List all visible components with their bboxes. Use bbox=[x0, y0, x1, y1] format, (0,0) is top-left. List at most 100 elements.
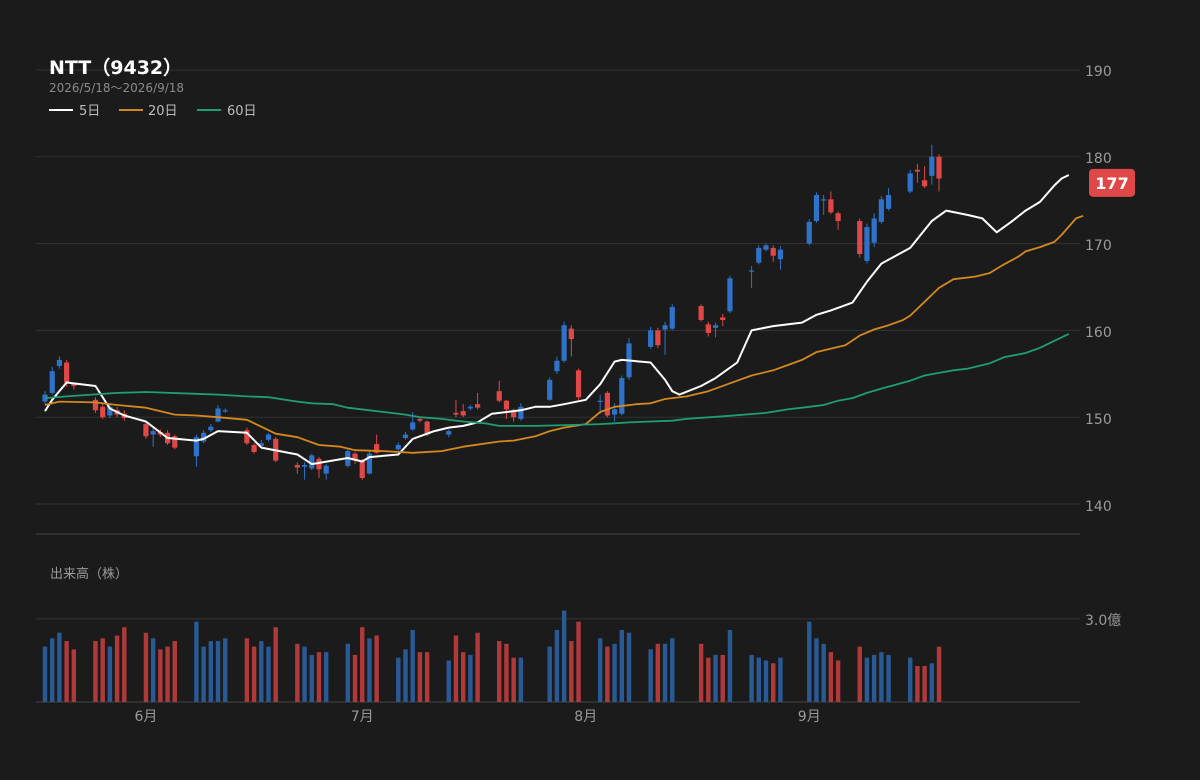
volume-bar bbox=[807, 621, 812, 702]
price-tick-150: 150 bbox=[1085, 412, 1112, 428]
volume-bar bbox=[648, 649, 653, 702]
volume-bar bbox=[569, 641, 574, 702]
volume-bar bbox=[208, 641, 214, 702]
volume-bar bbox=[266, 646, 271, 702]
candle-body bbox=[316, 458, 322, 470]
candle-body bbox=[172, 436, 178, 448]
volume-bar bbox=[727, 629, 733, 702]
volume-bar bbox=[42, 646, 48, 702]
candle-body bbox=[554, 360, 560, 372]
volume-bar bbox=[605, 646, 610, 702]
candle-body bbox=[813, 194, 820, 222]
month-tick-jun: 6月 bbox=[134, 709, 157, 725]
volume-bar bbox=[71, 649, 77, 702]
candle-body bbox=[294, 464, 300, 468]
ma-line-20d bbox=[44, 214, 1084, 454]
candle-body bbox=[424, 421, 430, 435]
candle-body bbox=[712, 325, 719, 328]
candle-body bbox=[575, 370, 582, 398]
volume-bar bbox=[475, 632, 480, 702]
candlesticks bbox=[42, 144, 942, 480]
last-price-badge[interactable]: 177 bbox=[1089, 168, 1135, 197]
candle-body bbox=[857, 221, 863, 255]
candle-body bbox=[402, 434, 409, 439]
volume-bar bbox=[165, 646, 170, 702]
volume-bar bbox=[871, 654, 877, 702]
candle-body bbox=[511, 411, 517, 418]
volume-bar bbox=[201, 646, 206, 702]
chart-title: NTT（9432） bbox=[49, 56, 182, 79]
candle-body bbox=[518, 406, 524, 419]
candle-body bbox=[885, 194, 892, 209]
volume-bar bbox=[554, 629, 560, 702]
candle-body bbox=[547, 379, 553, 400]
volume-bar bbox=[323, 652, 329, 702]
candle-body bbox=[619, 378, 625, 414]
volume-bar bbox=[107, 646, 113, 702]
volume-bar bbox=[922, 665, 927, 702]
candle-body bbox=[828, 199, 834, 213]
volume-bar bbox=[879, 652, 884, 702]
volume-bar bbox=[706, 657, 711, 702]
candle-body bbox=[763, 245, 769, 250]
candle-body bbox=[922, 180, 928, 187]
volume-bar bbox=[309, 654, 314, 702]
volume-bar bbox=[352, 654, 358, 702]
candle-body bbox=[648, 330, 654, 347]
volume-bar bbox=[835, 660, 841, 702]
volume-bar bbox=[771, 663, 776, 702]
volume-bar bbox=[936, 646, 942, 702]
volume-bar bbox=[670, 638, 675, 702]
legend-60d-label[interactable]: 60日 bbox=[227, 104, 257, 119]
legend-20d-label[interactable]: 20日 bbox=[148, 104, 178, 119]
candle-body bbox=[100, 406, 106, 418]
candle-body bbox=[244, 430, 250, 444]
candle-body bbox=[446, 431, 452, 435]
price-axis: 190 180 170 160 150 140 bbox=[1085, 64, 1112, 515]
volume-bar bbox=[396, 657, 401, 702]
candle-body bbox=[265, 434, 272, 440]
candle-body bbox=[561, 325, 567, 361]
volume-bar bbox=[763, 660, 769, 702]
volume-bar bbox=[814, 638, 819, 702]
volume-bar bbox=[626, 632, 632, 702]
volume-bar bbox=[468, 654, 473, 702]
candle-body bbox=[374, 444, 380, 453]
volume-bar bbox=[410, 629, 415, 702]
volume-bar bbox=[828, 652, 834, 702]
candle-body bbox=[914, 169, 921, 172]
volume-bar bbox=[215, 641, 221, 702]
legend-5d-label[interactable]: 5日 bbox=[79, 104, 100, 119]
volume-bar bbox=[50, 638, 55, 702]
price-tick-140: 140 bbox=[1085, 499, 1112, 515]
volume-bar bbox=[194, 621, 199, 702]
volume-bar bbox=[460, 652, 466, 702]
volume-bar bbox=[100, 638, 105, 702]
volume-bar bbox=[915, 665, 920, 702]
volume-bar bbox=[504, 643, 509, 702]
month-tick-jul: 7月 bbox=[351, 709, 374, 725]
candle-body bbox=[359, 460, 365, 478]
volume-bar bbox=[367, 638, 372, 702]
volume-bar bbox=[223, 638, 228, 702]
volume-bar bbox=[576, 621, 581, 702]
volume-bar bbox=[122, 627, 127, 702]
volume-bar bbox=[561, 610, 567, 702]
candle-body bbox=[323, 465, 329, 474]
candle-body bbox=[417, 418, 423, 421]
candle-body bbox=[467, 406, 473, 409]
volume-bar bbox=[345, 643, 351, 702]
candle-body bbox=[56, 359, 63, 366]
candle-body bbox=[777, 249, 784, 260]
candle-body bbox=[42, 394, 48, 402]
volume-bar bbox=[662, 643, 668, 702]
volume-bar bbox=[403, 649, 408, 702]
candle-body bbox=[301, 464, 308, 467]
candle-body bbox=[604, 392, 610, 416]
volume-bar bbox=[864, 657, 870, 702]
volume-bar bbox=[417, 652, 423, 702]
last-price-badge-bg bbox=[1089, 168, 1135, 197]
volume-bar bbox=[453, 635, 459, 702]
volume-bar bbox=[446, 660, 451, 702]
